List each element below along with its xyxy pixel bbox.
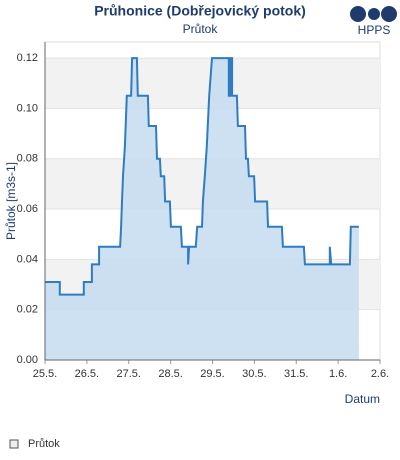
legend-label: Průtok [28, 438, 60, 450]
y-tick-label: 0.06 [17, 203, 38, 215]
y-axis-label: Průtok [m3s-1] [4, 162, 18, 240]
y-tick-label: 0.12 [17, 52, 38, 64]
logo-dot [381, 6, 397, 22]
x-axis-label: Datum [345, 392, 380, 406]
x-tick-label: 2.6. [371, 368, 389, 380]
x-tick-label: 1.6. [329, 368, 347, 380]
chart-title: Průhonice (Dobřejovický potok) [94, 3, 306, 19]
logo-dot [368, 8, 380, 20]
chart-subtitle: Průtok [183, 22, 219, 36]
x-tick-label: 27.5. [117, 368, 141, 380]
logo-dot [350, 6, 366, 22]
x-tick-label: 29.5. [200, 368, 224, 380]
x-tick-label: 28.5. [158, 368, 182, 380]
x-tick-label: 31.5. [284, 368, 308, 380]
x-tick-label: 26.5. [75, 368, 99, 380]
area [45, 58, 359, 360]
logo-text: HPPS [358, 23, 391, 37]
line [45, 57, 359, 296]
y-tick-label: 0.02 [17, 304, 38, 316]
x-tick-label: 25.5. [33, 368, 57, 380]
logo: HPPS [350, 6, 397, 37]
y-tick-label: 0.10 [17, 102, 38, 114]
y-tick-label: 0.08 [17, 153, 38, 165]
legend-swatch [9, 439, 19, 449]
y-tick-label: 0.00 [17, 354, 38, 366]
y-tick-label: 0.04 [17, 253, 38, 265]
x-tick-label: 30.5. [242, 368, 266, 380]
